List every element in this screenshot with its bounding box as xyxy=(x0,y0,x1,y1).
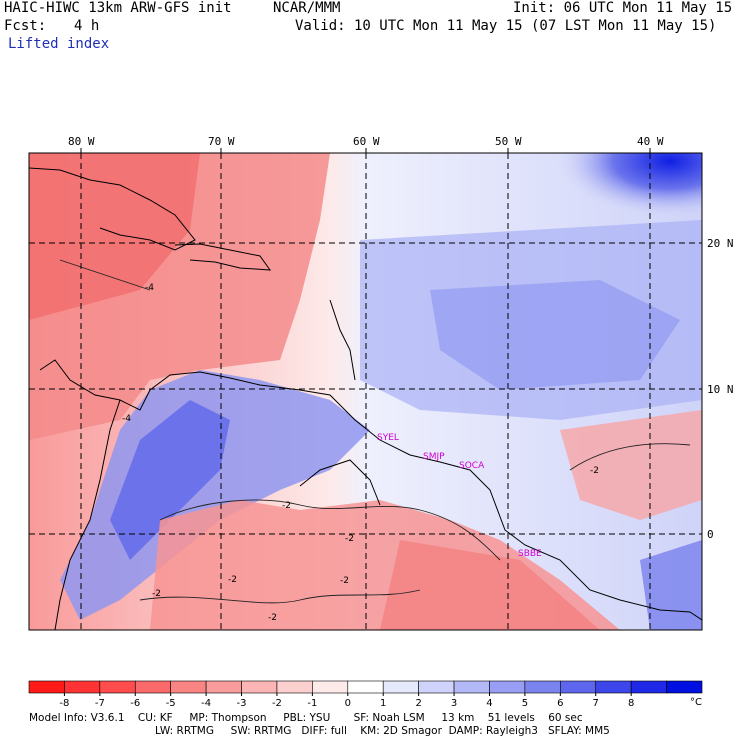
colorbar-tick-label: -1 xyxy=(307,698,317,709)
field-name: Lifted index xyxy=(8,36,110,52)
colorbar-cell xyxy=(418,680,455,694)
colorbar-tick-label: 8 xyxy=(628,698,634,709)
colorbar-cell xyxy=(560,680,597,694)
colorbar-cell xyxy=(666,680,703,694)
colorbar-tick-label: -3 xyxy=(237,698,247,709)
model-info-line2: LW: RRTMG SW: RRTMG DIFF: full KM: 2D Sm… xyxy=(155,725,610,737)
colorbar-tick-label: 0 xyxy=(345,698,351,709)
lon-label: 50 W xyxy=(495,135,522,148)
station-label: SOCA xyxy=(459,461,485,471)
lon-label: 60 W xyxy=(353,135,380,148)
lon-ticks xyxy=(80,148,651,153)
colorbar-cell xyxy=(205,680,242,694)
colorbar-tick-label: 4 xyxy=(486,698,492,709)
colorbar-cell xyxy=(630,680,667,694)
lon-label: 40 W xyxy=(637,135,664,148)
coastlines xyxy=(29,167,702,630)
forecast-hour: 4 h xyxy=(74,18,100,34)
contour-label: -2 xyxy=(152,589,161,599)
colorbar-cell xyxy=(347,680,384,694)
contour-label: -2 xyxy=(340,576,349,586)
colorbar-cell xyxy=(28,680,65,694)
colorbar-cell xyxy=(595,680,632,694)
colorbar-tick-label: 5 xyxy=(522,698,528,709)
colorbar-cell xyxy=(489,680,526,694)
contour-label: -2 xyxy=(228,575,237,585)
colorbar-cell xyxy=(524,680,561,694)
colorbar-cell xyxy=(134,680,171,694)
colorbar-tick-label: -7 xyxy=(95,698,105,709)
contour-label: -2 xyxy=(345,534,354,544)
lat-label: 10 N xyxy=(707,383,734,396)
colorbar-cell xyxy=(312,680,349,694)
colorbar-tick-label: 3 xyxy=(451,698,457,709)
colorbar-tick-label: 7 xyxy=(593,698,599,709)
colorbar-cell xyxy=(453,680,490,694)
colorbar-tick-label: -4 xyxy=(201,698,211,709)
colorbar-cell xyxy=(99,680,136,694)
contour-label: -4 xyxy=(145,283,154,293)
colorbar-tick-label: 1 xyxy=(380,698,386,709)
lon-label: 70 W xyxy=(208,135,235,148)
forecast-label: Fcst: xyxy=(4,18,47,34)
colorbar-tick-label: -8 xyxy=(59,698,69,709)
graticule xyxy=(29,153,702,630)
contours xyxy=(59,259,691,604)
colorbar-cell xyxy=(170,680,207,694)
colorbar-tick-label: -6 xyxy=(130,698,140,709)
colorbar-cell xyxy=(64,680,101,694)
contour-label: -2 xyxy=(282,501,291,511)
colorbar xyxy=(28,680,703,694)
station-label: SYEL xyxy=(377,433,399,443)
lat-label: 20 N xyxy=(707,237,734,250)
org-label: NCAR/MMM xyxy=(273,0,341,16)
colorbar-ticks: -8 -7 -6 -5 -4 -3 -2 -1 0 1 2 3 4 5 6 7 8 xyxy=(59,693,634,709)
lat-label: 0 xyxy=(707,528,714,541)
model-title: HAIC-HIWC 13km ARW-GFS init xyxy=(4,0,232,16)
plot-fill xyxy=(29,153,702,630)
colorbar-unit: °C xyxy=(690,697,702,708)
station-label: SBBE xyxy=(518,549,542,559)
colorbar-cell xyxy=(241,680,278,694)
init-time: Init: 06 UTC Mon 11 May 15 xyxy=(513,0,733,16)
contour-label: -4 xyxy=(122,414,131,424)
colorbar-cell xyxy=(382,680,419,694)
colorbar-tick-label: -2 xyxy=(272,698,282,709)
colorbar-tick-label: 6 xyxy=(557,698,563,709)
colorbar-tick-label: 2 xyxy=(415,698,421,709)
contour-label: -2 xyxy=(268,613,277,623)
colorbar-cell xyxy=(276,680,313,694)
station-label: SMJP xyxy=(423,452,445,462)
colorbar-tick-label: -5 xyxy=(166,698,176,709)
contour-label: -2 xyxy=(590,466,599,476)
model-info-line1: Model Info: V3.6.1 CU: KF MP: Thompson P… xyxy=(29,712,583,724)
valid-time: Valid: 10 UTC Mon 11 May 15 (07 LST Mon … xyxy=(295,18,717,34)
lon-label: 80 W xyxy=(68,135,95,148)
